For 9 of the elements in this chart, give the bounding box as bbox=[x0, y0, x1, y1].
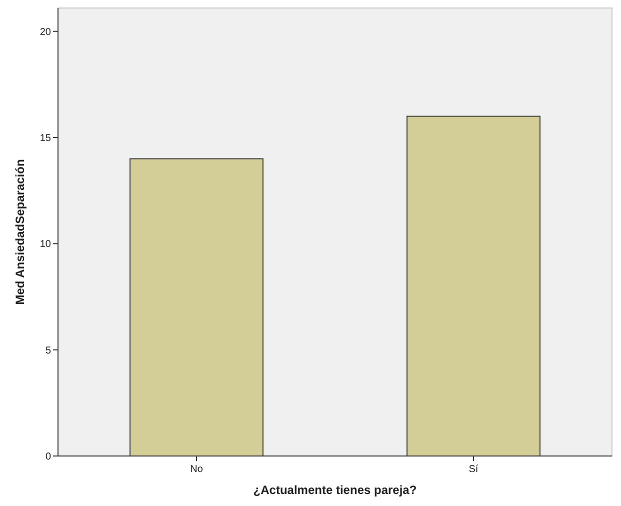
y-tick-label: 0 bbox=[45, 452, 52, 462]
y-axis-title: Med AnsiedadSeparación bbox=[13, 159, 27, 305]
y-tick-label: 5 bbox=[45, 345, 52, 356]
x-tick-label: Sí bbox=[468, 464, 478, 475]
x-tick-label: No bbox=[190, 464, 204, 475]
y-tick-label: 15 bbox=[40, 133, 52, 144]
y-tick-label: 20 bbox=[40, 26, 52, 38]
x-axis-title: ¿Actualmente tienes pareja? bbox=[253, 483, 417, 497]
y-tick-label: 10 bbox=[40, 239, 52, 250]
